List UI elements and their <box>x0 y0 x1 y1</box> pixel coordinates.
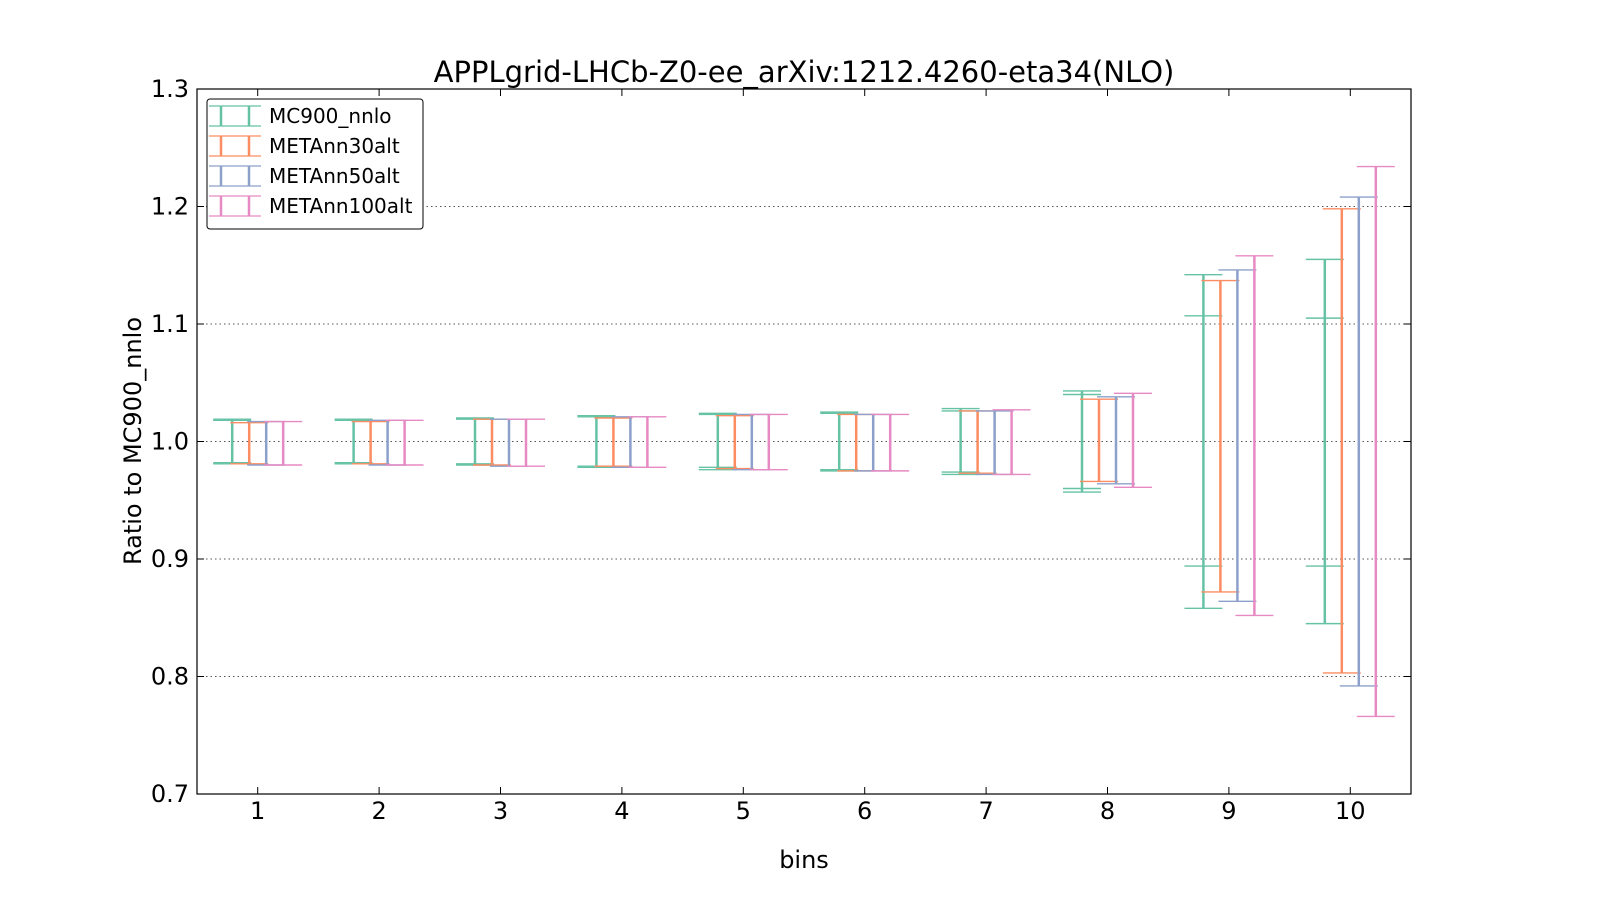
legend-entry: METAnn30alt <box>209 134 400 158</box>
error-bar <box>334 418 373 465</box>
error-bar <box>715 414 754 470</box>
x-tick-label: 6 <box>857 797 872 825</box>
y-tick-label: 0.7 <box>151 780 189 808</box>
y-axis-label: Ratio to MC900_nnlo <box>119 317 147 565</box>
error-bar <box>230 422 269 465</box>
y-tick-label: 1.1 <box>151 310 189 338</box>
error-bar <box>871 413 910 472</box>
x-tick-label: 8 <box>1100 797 1115 825</box>
error-bar <box>385 419 424 466</box>
legend-label: METAnn100alt <box>269 194 413 218</box>
x-tick-label: 1 <box>250 797 265 825</box>
y-tick-label: 0.8 <box>151 663 189 691</box>
error-bar <box>1080 398 1119 483</box>
legend-label: METAnn50alt <box>269 164 400 188</box>
error-bar <box>749 413 788 471</box>
legend-entry: METAnn50alt <box>209 164 400 188</box>
error-bar <box>1339 196 1378 687</box>
error-bar <box>698 412 737 471</box>
legend: MC900_nnlo METAnn30alt METAnn50alt METAnn10… <box>206 98 424 230</box>
x-tick-label: 10 <box>1335 797 1366 825</box>
x-tick-label: 2 <box>371 797 386 825</box>
error-bar <box>1305 258 1344 625</box>
y-tick-label: 1.0 <box>151 428 189 456</box>
legend-entry: MC900_nnlo <box>209 104 392 128</box>
x-tick-label: 5 <box>736 797 751 825</box>
error-bar <box>1184 273 1223 610</box>
x-axis-label: bins <box>779 846 829 874</box>
error-bar <box>1322 208 1361 674</box>
error-bar <box>1113 392 1152 489</box>
error-bar <box>1063 390 1102 493</box>
axis-ticks: 0.7 0.8 0.9 1.0 1.1 1.2 1.3 1 2 3 4 5 6 7 8 9 10 <box>151 75 1411 825</box>
y-tick-label: 1.3 <box>151 75 189 103</box>
legend-entry: METAnn100alt <box>209 194 413 218</box>
error-bar <box>1218 269 1257 602</box>
error-bar <box>351 420 390 465</box>
y-tick-label: 1.2 <box>151 193 189 221</box>
x-tick-label: 4 <box>614 797 629 825</box>
error-bar <box>1235 255 1274 617</box>
x-tick-label: 9 <box>1221 797 1236 825</box>
error-bar <box>264 420 303 466</box>
chart-title: APPLgrid-LHCb-Z0-ee_arXiv:1212.4260-eta3… <box>434 55 1175 89</box>
x-tick-label: 7 <box>978 797 993 825</box>
error-bar <box>594 417 633 467</box>
error-bar <box>992 409 1031 476</box>
error-bars <box>213 165 1395 718</box>
y-tick-label: 0.9 <box>151 545 189 573</box>
error-bar <box>1356 165 1395 718</box>
error-bar <box>1096 396 1135 485</box>
error-bar <box>1201 279 1240 593</box>
error-bar <box>506 418 545 467</box>
x-tick-label: 3 <box>493 797 508 825</box>
legend-label: MC900_nnlo <box>269 104 392 128</box>
error-bar <box>628 416 667 469</box>
legend-label: METAnn30alt <box>269 134 400 158</box>
